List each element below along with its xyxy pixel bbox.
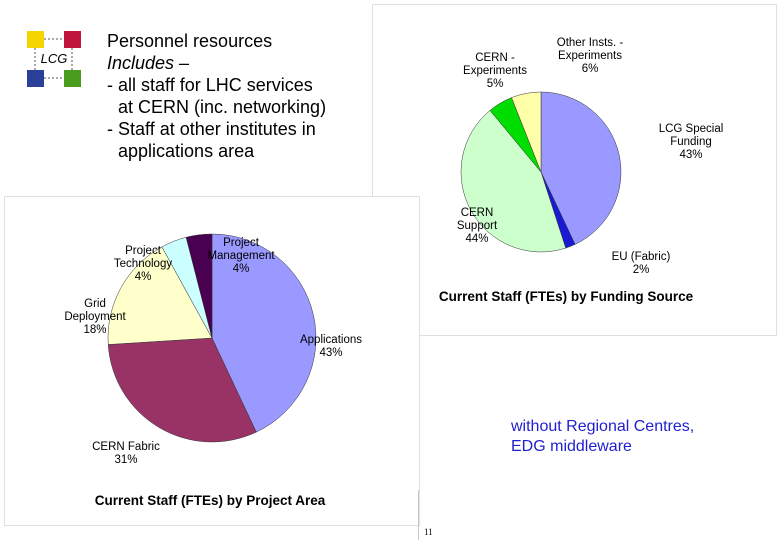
chart-title: Current Staff (FTEs) by Project Area (95, 493, 326, 508)
lcg-logo: LCG (25, 29, 83, 89)
header-line: - Staff at other institutes in (107, 119, 316, 139)
pie-slice-cern-fabric (107, 337, 257, 443)
header-line: - all staff for LHC services (107, 75, 313, 95)
note-text: without Regional Centres, EDG middleware (511, 417, 694, 457)
chart-title: Current Staff (FTEs) by Funding Source (439, 289, 694, 304)
logo-text: LCG (41, 51, 68, 66)
header-text: Personnel resources Includes – - all sta… (107, 30, 326, 162)
slice-label: Grid Deployment 18% (64, 298, 126, 336)
logo-square-blue (27, 70, 44, 87)
pie-slice-other-insts-experiments (511, 91, 542, 173)
pie-slice-grid-deployment (107, 246, 213, 345)
slice-label: Other Insts. -Experiments 6% (557, 37, 624, 75)
slice-label: EU (Fabric) 2% (612, 251, 671, 276)
project-area-chart: Applications 43% CERN Fabric 31% Grid Deploym… (4, 196, 420, 526)
funding-source-pie-svg: LCG Special Funding 43% EU (Fabric) 2% CERN Su… (439, 37, 724, 304)
header-line: applications area (118, 141, 255, 161)
funding-source-chart: LCG Special Funding 43% EU (Fabric) 2% CERN Su… (372, 4, 777, 336)
slice-label: LCG Special Funding 43% (659, 123, 724, 161)
slice-label: CERN Support 44% (457, 207, 498, 245)
slice-label: CERN Fabric 31% (92, 441, 160, 466)
slice-label: Applications 43% (300, 334, 362, 359)
pie-slice-cern-support (460, 110, 567, 253)
header-line: at CERN (inc. networking) (118, 97, 327, 117)
page-number: 11 (424, 527, 433, 537)
pie-slice-project-management (185, 233, 213, 339)
pie-slice-lcg-special-funding (540, 91, 622, 245)
pie-slice-applications (211, 233, 317, 433)
header-line: Personnel resources (107, 31, 273, 51)
slice-label: Project Management 4% (207, 237, 275, 275)
divider (418, 490, 419, 540)
slice-label: CERN -Experiments 5% (463, 52, 527, 90)
logo-square-yellow (27, 31, 44, 48)
logo-square-green (64, 70, 81, 87)
logo-square-red (64, 31, 81, 48)
note-line: EDG middleware (511, 438, 632, 455)
note-line: without Regional Centres, (511, 418, 695, 435)
header-line: Includes – (107, 53, 190, 73)
slice-label: Project Technology 4% (114, 245, 172, 283)
project-area-pie-svg: Applications 43% CERN Fabric 31% Grid Deploym… (64, 233, 362, 508)
